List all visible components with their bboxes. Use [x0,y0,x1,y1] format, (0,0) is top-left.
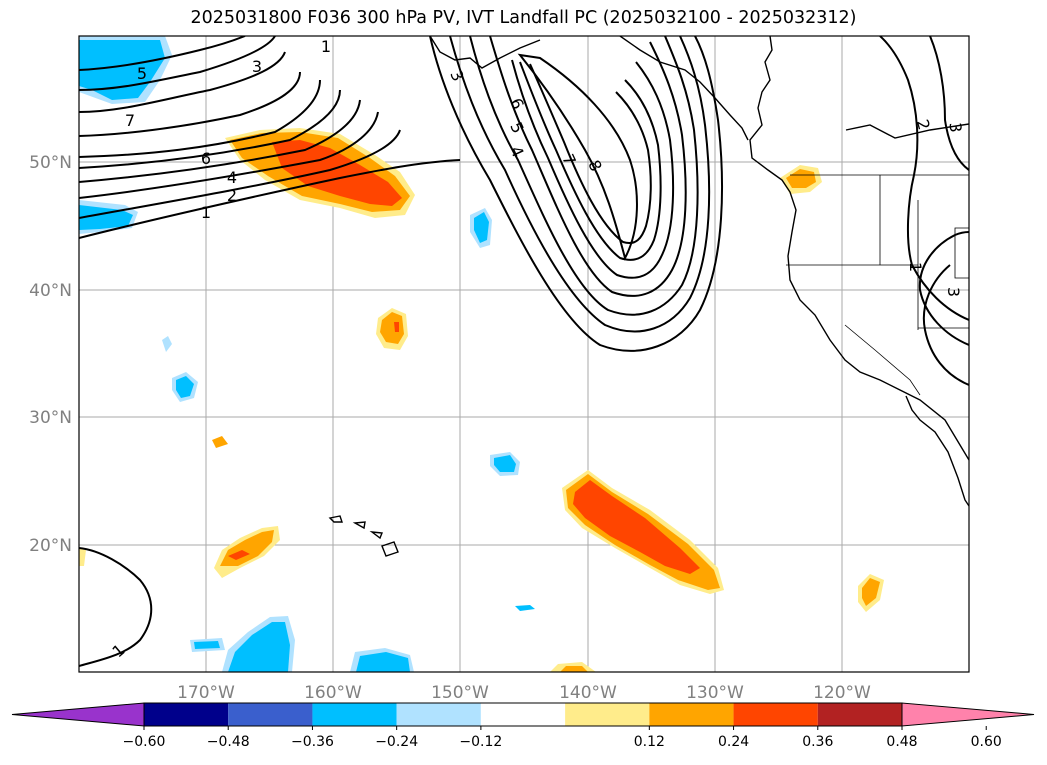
colorbar-segment [565,703,650,726]
colorbar-tick-label: 0.12 [634,734,665,750]
ivt-contours [79,36,969,667]
contour-label: 7 [125,111,135,130]
colorbar-segment [733,703,818,726]
contour-label: 2 [913,117,934,132]
colorbar-tick-label: 0.36 [802,734,833,750]
contour-label: 3 [946,122,966,134]
contour-label: 2 [227,186,237,205]
colorbar-tick-label: −0.60 [123,734,166,750]
map-frame [78,35,970,673]
colorbar-ticks: −0.60 −0.48 −0.36 −0.24 −0.12 0.12 0.24 0.36 0.4… [123,726,1002,750]
colorbar-segment [817,703,902,726]
colorbar-extend-min [11,702,145,727]
colorbar-segment [312,703,397,726]
political-borders [786,174,969,396]
latitude-labels: 50°N 40°N 30°N 20°N [29,153,72,556]
colorbar-tick-label: −0.48 [207,734,250,750]
colorbar-tick-label: −0.24 [375,734,418,750]
map-title: 2025031800 F036 300 hPa PV, IVT Landfall… [190,8,857,28]
lon-label-140w: 140°W [559,683,617,703]
lon-label-160w: 160°W [304,683,362,703]
lat-label-40n: 40°N [29,281,72,301]
colorbar-tick-label: −0.12 [459,734,502,750]
lon-label-170w: 170°W [177,683,235,703]
lat-label-20n: 20°N [29,536,72,556]
colorbar-tick-label: 0.48 [886,734,917,750]
colorbar-segments [11,702,1035,727]
contour-label: 1 [321,37,331,56]
lon-label-150w: 150°W [431,683,489,703]
colorbar-extend-max [901,702,1035,727]
colorbar-tick-label: 0.24 [718,734,749,750]
lat-label-30n: 30°N [29,408,72,428]
contour-label: 6 [201,149,211,168]
lat-label-50n: 50°N [29,153,72,173]
lon-label-130w: 130°W [686,683,744,703]
coastlines [328,36,969,557]
colorbar-segment [144,703,229,726]
colorbar-segment [228,703,313,726]
colorbar-tick-label: 0.60 [971,734,1002,750]
contour-label: 3 [944,287,963,297]
colorbar-segment [480,703,566,726]
colorbar-segment [396,703,481,726]
colorbar-frame [143,702,903,727]
contour-label: 3 [252,57,262,76]
positive-anomalies [79,128,884,672]
colorbar-segment [649,703,734,726]
contour-label: 4 [227,168,237,187]
contour-label: 1 [201,203,211,222]
colorbar-tick-label: −0.36 [291,734,334,750]
lon-label-120w: 120°W [813,683,871,703]
longitude-labels: 170°W 160°W 150°W 140°W 130°W 120°W [177,683,871,703]
gridlines [79,36,969,672]
contour-label: 1 [906,262,925,272]
contour-label: 5 [137,64,147,83]
